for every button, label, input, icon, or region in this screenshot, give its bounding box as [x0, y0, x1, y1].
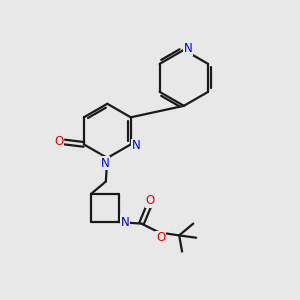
- Text: O: O: [146, 194, 155, 207]
- Text: O: O: [156, 231, 165, 244]
- Text: N: N: [100, 157, 109, 170]
- Text: N: N: [121, 216, 130, 229]
- Text: N: N: [184, 42, 193, 55]
- Text: O: O: [54, 135, 63, 148]
- Text: N: N: [132, 140, 140, 152]
